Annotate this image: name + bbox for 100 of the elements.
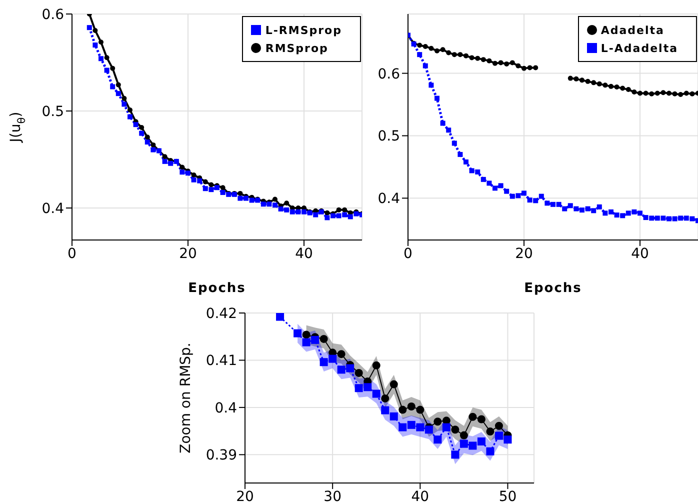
point bbox=[452, 140, 457, 146]
point bbox=[568, 76, 573, 81]
point bbox=[372, 390, 380, 398]
y-tick-label: 0.41 bbox=[206, 353, 237, 370]
point bbox=[191, 177, 196, 182]
point bbox=[434, 418, 442, 426]
point bbox=[324, 215, 330, 220]
point bbox=[626, 210, 631, 216]
point bbox=[416, 406, 424, 414]
x-tick-label: 20 bbox=[179, 246, 197, 262]
legend-label: L-RMSprop bbox=[265, 24, 342, 37]
point bbox=[614, 212, 620, 218]
point bbox=[556, 202, 562, 207]
point bbox=[202, 179, 208, 184]
point bbox=[475, 169, 480, 174]
point bbox=[649, 216, 654, 221]
point bbox=[272, 202, 278, 208]
point bbox=[632, 90, 637, 95]
point bbox=[381, 394, 390, 402]
point bbox=[278, 206, 284, 212]
point bbox=[208, 182, 214, 188]
point bbox=[460, 431, 468, 440]
point bbox=[596, 81, 602, 86]
point bbox=[643, 215, 648, 220]
point bbox=[486, 180, 492, 186]
point bbox=[311, 336, 320, 344]
point bbox=[128, 114, 132, 120]
point bbox=[290, 209, 295, 214]
point bbox=[516, 63, 521, 68]
point bbox=[446, 128, 452, 133]
point bbox=[162, 158, 168, 164]
point bbox=[422, 63, 428, 68]
point bbox=[538, 194, 544, 199]
point bbox=[442, 423, 450, 432]
point bbox=[440, 47, 446, 52]
point bbox=[302, 338, 310, 346]
point bbox=[516, 193, 521, 198]
point bbox=[422, 44, 428, 49]
point bbox=[580, 208, 584, 213]
point bbox=[654, 90, 660, 96]
x-tick-label: 50 bbox=[498, 488, 517, 504]
point bbox=[452, 52, 457, 58]
x-tick-label: 20 bbox=[236, 488, 254, 504]
point bbox=[458, 152, 463, 157]
point bbox=[220, 190, 226, 195]
y-tick-label: 0.6 bbox=[378, 66, 400, 82]
point bbox=[480, 176, 486, 182]
point bbox=[276, 313, 284, 321]
point bbox=[533, 198, 538, 204]
x-tick-label: 20 bbox=[515, 246, 533, 262]
point bbox=[417, 42, 422, 48]
point bbox=[446, 50, 452, 56]
x-tick-label: 40 bbox=[411, 488, 430, 504]
y-tick-label: 0.5 bbox=[42, 104, 64, 120]
point bbox=[492, 186, 498, 191]
point bbox=[128, 108, 132, 113]
point bbox=[191, 172, 196, 178]
point bbox=[98, 56, 104, 62]
point bbox=[92, 42, 98, 48]
point bbox=[407, 420, 416, 429]
point bbox=[672, 216, 678, 222]
point bbox=[654, 216, 660, 221]
x-tick-label: 40 bbox=[295, 246, 313, 262]
x-tick-label: 30 bbox=[324, 488, 342, 504]
point bbox=[238, 190, 243, 196]
point bbox=[336, 213, 342, 218]
point bbox=[238, 196, 243, 201]
point bbox=[477, 415, 486, 424]
point bbox=[354, 368, 363, 377]
point bbox=[208, 187, 214, 192]
point bbox=[458, 52, 463, 58]
point bbox=[510, 60, 515, 66]
point bbox=[451, 450, 460, 459]
point bbox=[468, 442, 477, 450]
point bbox=[180, 170, 185, 175]
point bbox=[354, 384, 363, 392]
point bbox=[139, 130, 144, 136]
legend-label: Adadelta bbox=[600, 24, 664, 37]
point bbox=[428, 46, 434, 51]
point bbox=[168, 160, 174, 166]
point bbox=[690, 216, 695, 222]
point bbox=[272, 196, 278, 202]
point bbox=[486, 58, 492, 64]
point bbox=[451, 426, 460, 434]
point bbox=[468, 412, 477, 421]
point bbox=[678, 92, 684, 98]
point bbox=[320, 358, 328, 366]
point bbox=[550, 202, 556, 207]
point bbox=[86, 25, 92, 30]
point bbox=[469, 168, 474, 174]
point bbox=[522, 66, 526, 71]
point bbox=[92, 28, 98, 33]
y-axis-title: Zoom on RMSp. bbox=[178, 342, 194, 454]
point bbox=[302, 330, 310, 339]
y-tick-label: 0.39 bbox=[206, 448, 237, 464]
point bbox=[608, 209, 614, 214]
point bbox=[337, 366, 346, 374]
point bbox=[150, 147, 156, 152]
point bbox=[440, 120, 446, 126]
point bbox=[608, 84, 614, 89]
